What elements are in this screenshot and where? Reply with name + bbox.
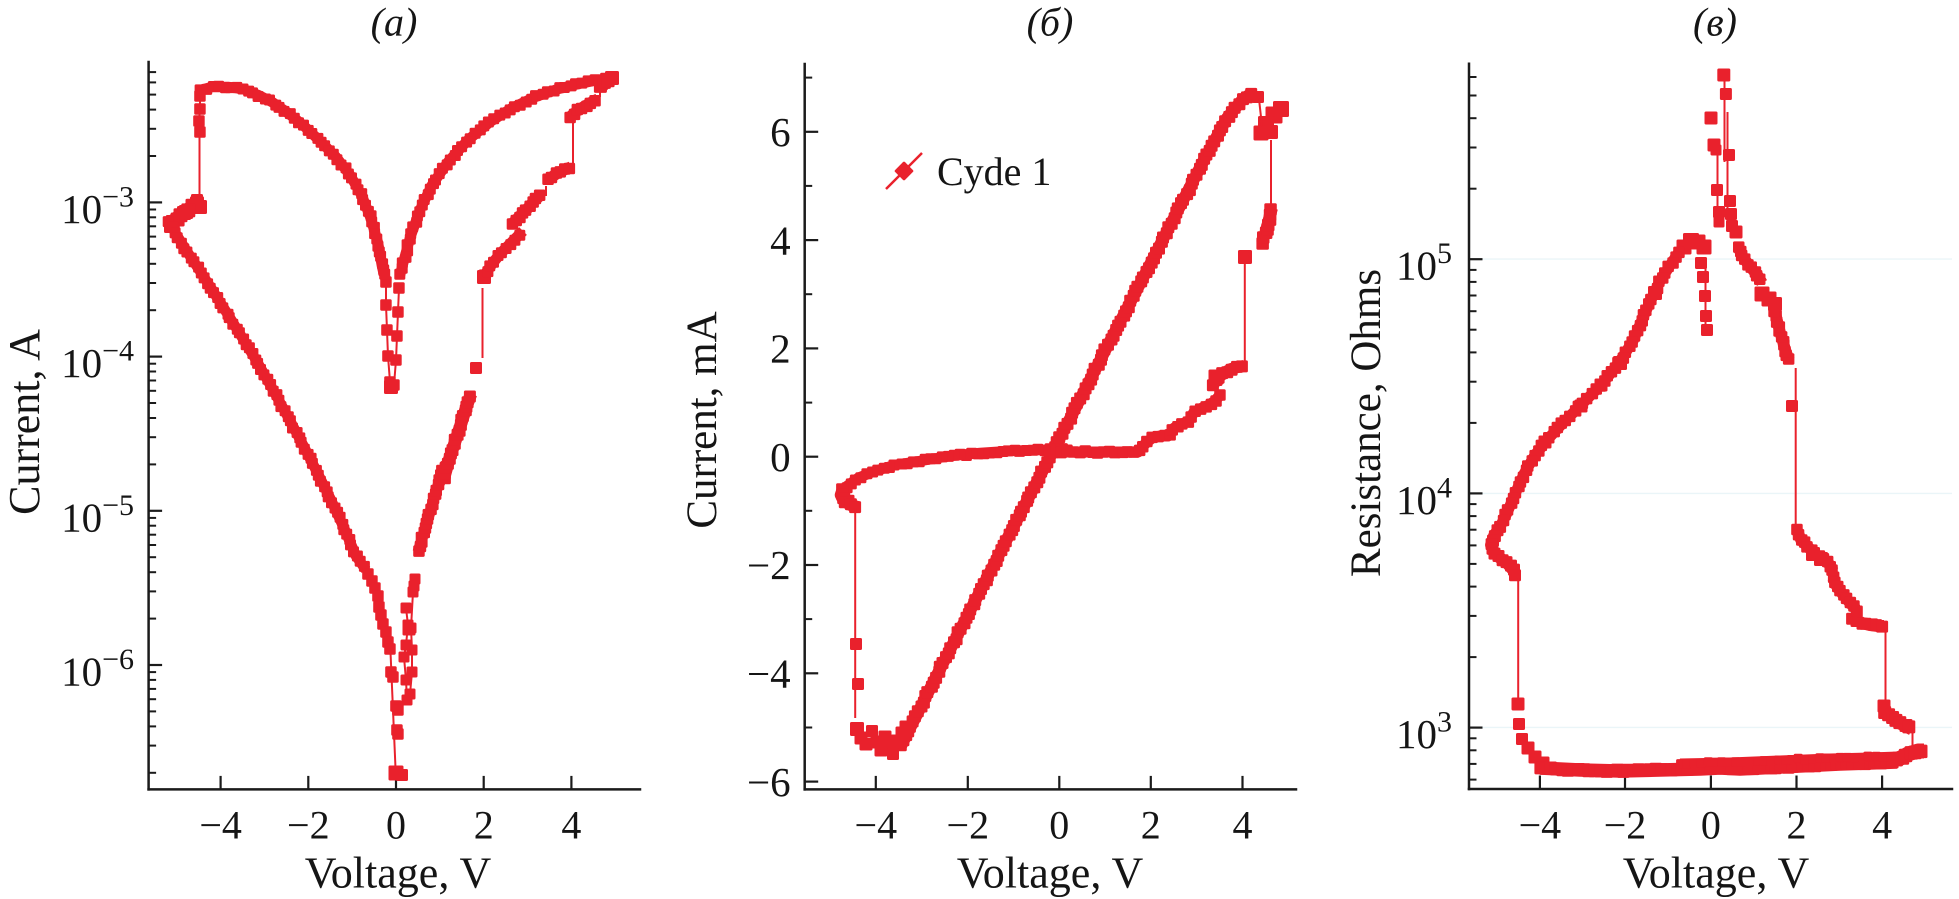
svg-text:103: 103 <box>1396 706 1452 758</box>
svg-text:(a): (a) <box>371 0 418 45</box>
svg-text:−2: −2 <box>747 542 791 588</box>
svg-text:2: 2 <box>1787 802 1807 847</box>
svg-text:−4: −4 <box>199 802 242 847</box>
svg-text:Voltage, V: Voltage, V <box>305 849 492 898</box>
svg-text:Voltage, V: Voltage, V <box>957 849 1144 898</box>
svg-text:4: 4 <box>1872 802 1892 847</box>
svg-text:4: 4 <box>561 802 581 847</box>
svg-text:Current, mA: Current, mA <box>679 311 726 528</box>
svg-text:2: 2 <box>1141 802 1161 847</box>
svg-text:0: 0 <box>1049 802 1069 847</box>
svg-text:Cyde 1: Cyde 1 <box>937 149 1051 194</box>
svg-text:0: 0 <box>1701 802 1721 847</box>
svg-text:−4: −4 <box>1519 802 1562 847</box>
svg-text:4: 4 <box>770 217 791 263</box>
svg-text:(б): (б) <box>1027 0 1074 45</box>
svg-text:(в): (в) <box>1693 0 1737 45</box>
svg-text:Resistance, Ohms: Resistance, Ohms <box>1343 269 1390 577</box>
svg-text:−6: −6 <box>747 759 791 805</box>
svg-text:−4: −4 <box>747 651 791 697</box>
svg-text:2: 2 <box>770 326 791 372</box>
svg-text:Current, A: Current, A <box>0 329 49 515</box>
svg-text:−4: −4 <box>855 802 898 847</box>
svg-text:4: 4 <box>1233 802 1253 847</box>
svg-text:0: 0 <box>386 802 406 847</box>
svg-text:−2: −2 <box>947 802 990 847</box>
svg-text:−2: −2 <box>1604 802 1647 847</box>
svg-text:−2: −2 <box>287 802 330 847</box>
svg-text:0: 0 <box>770 434 791 480</box>
svg-text:6: 6 <box>770 109 791 155</box>
svg-text:Voltage, V: Voltage, V <box>1623 849 1810 898</box>
svg-text:2: 2 <box>474 802 494 847</box>
